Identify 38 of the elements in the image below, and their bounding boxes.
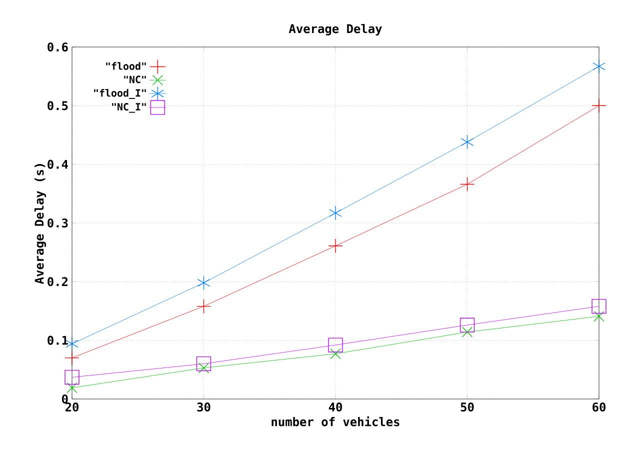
legend-label: "NC" [124, 76, 146, 84]
y-tick-label: 0 [62, 394, 68, 404]
x-tick-label: 30 [197, 402, 210, 412]
legend-label: "NC_I" [112, 103, 146, 113]
y-tick-label: 0.4 [48, 160, 68, 169]
chart-title: Average Delay [288, 24, 382, 36]
x-tick-label: 40 [328, 402, 342, 412]
point [329, 206, 342, 220]
point [592, 298, 606, 314]
point [198, 362, 210, 374]
point [328, 338, 343, 352]
point [594, 310, 604, 322]
point [592, 98, 606, 113]
point [64, 350, 80, 366]
y-tick-label: 0.1 [48, 336, 68, 345]
point [330, 348, 341, 360]
point [462, 326, 473, 338]
point [64, 370, 80, 385]
point [196, 298, 212, 314]
y-tick-label: 0.2 [48, 277, 68, 286]
point [592, 59, 606, 74]
legend-label: "flood_I" [94, 89, 146, 99]
point [460, 318, 475, 332]
y-axis-title: Average Delay (s) [34, 164, 46, 284]
y-tick-label: 0.6 [48, 42, 68, 52]
point [196, 356, 212, 372]
point [66, 382, 78, 394]
y-tick-label: 0.5 [48, 101, 68, 110]
x-tick-label: 50 [460, 402, 474, 412]
x-tick-label: 20 [65, 402, 78, 412]
point [460, 134, 474, 150]
x-tick-label: 60 [592, 402, 606, 412]
point [328, 238, 343, 254]
point [197, 276, 210, 290]
point [460, 176, 475, 192]
x-axis-title: number of vehicles [272, 416, 400, 426]
y-tick-label: 0.3 [48, 218, 68, 228]
legend-label: "flood" [106, 62, 146, 70]
